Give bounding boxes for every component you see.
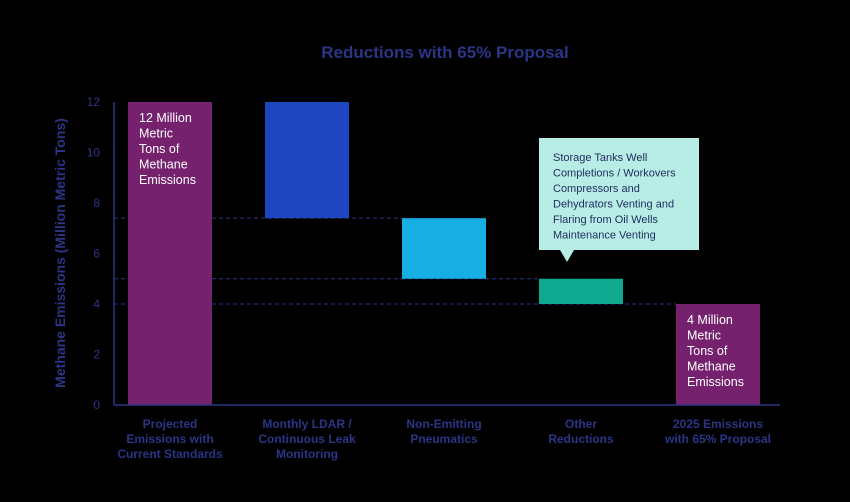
callout-box: Storage Tanks Well Completions / Workover… xyxy=(539,138,699,262)
y-tick-label: 2 xyxy=(93,348,100,362)
y-tick-label: 6 xyxy=(93,247,100,261)
callout-background xyxy=(539,138,699,250)
chart-title: Reductions with 65% Proposal xyxy=(321,43,569,62)
x-category-label: 2025 Emissions with 65% Proposal xyxy=(664,417,771,446)
y-tick-label: 12 xyxy=(87,95,101,109)
y-tick-label: 4 xyxy=(93,297,100,311)
callout-pointer xyxy=(560,250,574,262)
y-axis-label: Methane Emissions (Million Metric Tons) xyxy=(52,118,68,388)
x-category-labels: Projected Emissions with Current Standards… xyxy=(117,417,771,461)
bar xyxy=(128,102,212,405)
x-category-label: Non-Emitting Pneumatics xyxy=(406,417,481,446)
y-tick-labels: 0 2 4 6 8 10 12 xyxy=(87,95,101,412)
bars-group: 12 Million Metric Tons of Methane Emissions 4… xyxy=(128,102,760,405)
bar-label: 12 Million Metric Tons of Methane Emissions xyxy=(139,111,196,187)
y-tick-label: 10 xyxy=(87,146,101,160)
bar xyxy=(539,278,623,304)
x-category-label: Monthly LDAR / Continuous Leak Monitoring xyxy=(258,417,356,461)
bar xyxy=(402,218,486,279)
y-tick-label: 8 xyxy=(93,196,100,210)
bar xyxy=(265,102,349,219)
x-category-label: Other Reductions xyxy=(548,417,614,446)
x-category-label: Projected Emissions with Current Standards xyxy=(117,417,223,461)
bar-label: 4 Million Metric Tons of Methane Emissions xyxy=(687,313,744,389)
bar xyxy=(676,304,760,405)
axes-group xyxy=(113,102,780,406)
y-tick-label: 0 xyxy=(93,398,100,412)
callout-text: Storage Tanks Well Completions / Workover… xyxy=(553,152,676,242)
